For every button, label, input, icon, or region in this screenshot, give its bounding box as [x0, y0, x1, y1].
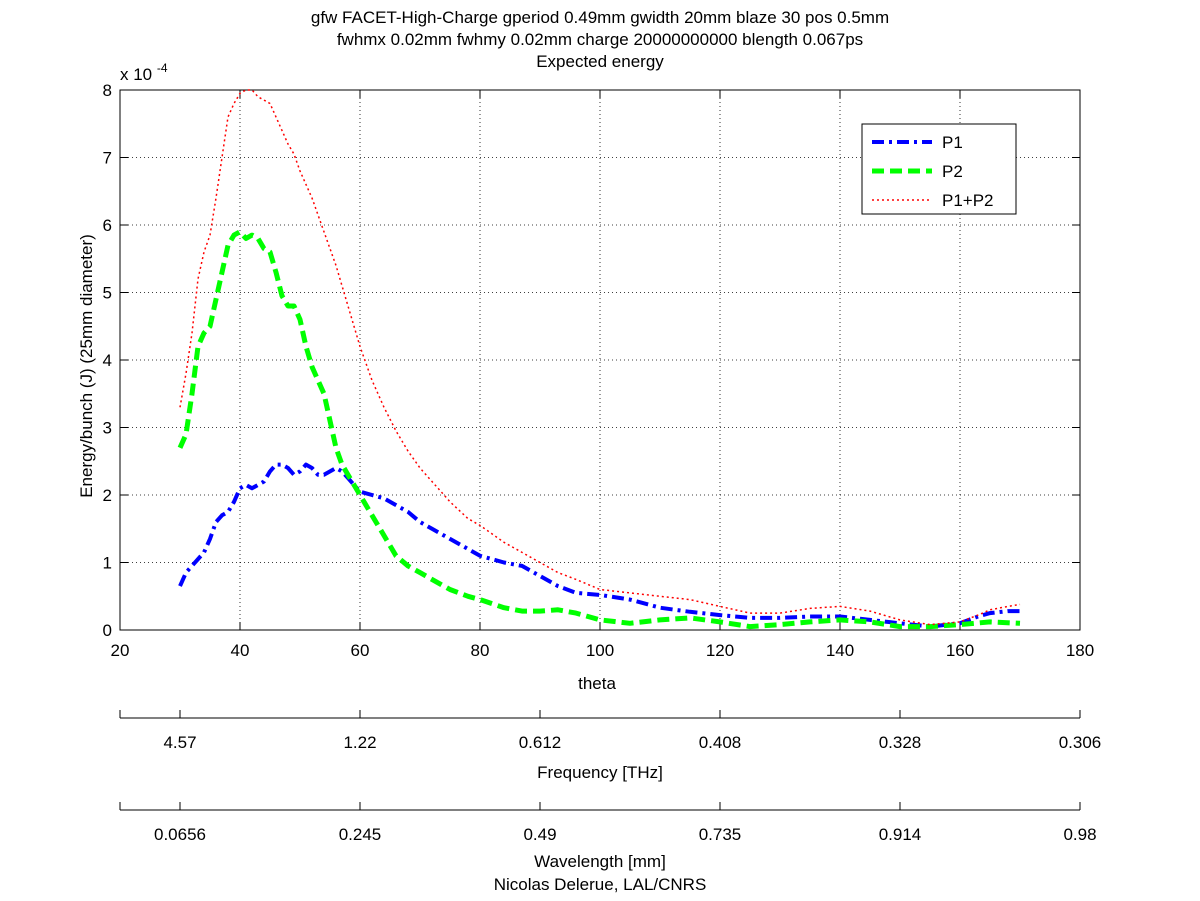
x-tick-label: 140 — [826, 641, 854, 660]
wavelength-axis-tick-label: 0.98 — [1063, 825, 1096, 844]
chart-title: gfw FACET-High-Charge gperiod 0.49mm gwi… — [311, 8, 889, 71]
x-axis: 20 40 60 80 100 120 140 160 180 — [111, 90, 1094, 660]
y-tick-label: 3 — [103, 419, 112, 438]
wavelength-axis-tick-label: 0.735 — [699, 825, 742, 844]
x-tick-label: 120 — [706, 641, 734, 660]
x-tick-label: 100 — [586, 641, 614, 660]
series-line-p1 — [178, 462, 1020, 629]
title-line: fwhmx 0.02mm fwhmy 0.02mm charge 2000000… — [337, 30, 863, 49]
y-tick-label: 1 — [103, 554, 112, 573]
title-line: Expected energy — [536, 52, 664, 71]
legend: P1 P2 P1+P2 — [861, 123, 1017, 215]
wavelength-axis-label: Wavelength [mm] — [534, 852, 666, 871]
series-line-p1-p2 — [179, 89, 1021, 626]
wavelength-axis-tick-label: 0.914 — [879, 825, 922, 844]
y-tick-label: 5 — [103, 284, 112, 303]
title-line: gfw FACET-High-Charge gperiod 0.49mm gwi… — [311, 8, 889, 27]
y-multiplier-exponent: -4 — [157, 61, 168, 75]
legend-box — [861, 123, 1017, 215]
wavelength-axis-tick-label: 0.49 — [523, 825, 556, 844]
y-tick-label: 8 — [103, 81, 112, 100]
frequency-axis-tick-label: 0.328 — [879, 733, 922, 752]
x-tick-label: 160 — [946, 641, 974, 660]
wavelength-axis-tick-label: 0.245 — [339, 825, 382, 844]
x-axis-label: theta — [578, 674, 616, 693]
legend-label: P1 — [942, 133, 963, 152]
y-tick-label: 2 — [103, 486, 112, 505]
x-tick-label: 40 — [231, 641, 250, 660]
wavelength-axis: 0.0656 0.245 0.49 0.735 0.914 0.98 Wavelength … — [119, 802, 1097, 871]
frequency-axis-tick-label: 0.408 — [699, 733, 742, 752]
y-tick-label: 4 — [103, 351, 112, 370]
frequency-axis-tick-label: 0.612 — [519, 733, 562, 752]
wavelength-axis-tick-label: 0.0656 — [154, 825, 206, 844]
x-tick-label: 80 — [471, 641, 490, 660]
x-tick-label: 60 — [351, 641, 370, 660]
frequency-axis-tick-label: 1.22 — [343, 733, 376, 752]
frequency-axis-label: Frequency [THz] — [537, 763, 663, 782]
frequency-axis-tick-label: 4.57 — [163, 733, 196, 752]
y-multiplier-base: x 10 — [120, 65, 152, 84]
series-lines — [177, 89, 1021, 630]
y-axis-multiplier: x 10 -4 — [120, 61, 168, 84]
legend-label: P2 — [942, 162, 963, 181]
legend-label: P1+P2 — [942, 191, 994, 210]
frequency-axis-tick-label: 0.306 — [1059, 733, 1102, 752]
y-tick-label: 7 — [103, 149, 112, 168]
y-tick-label: 6 — [103, 216, 112, 235]
frequency-axis: 4.57 1.22 0.612 0.408 0.328 0.306 Frequency [T… — [119, 710, 1102, 782]
y-axis: 0 1 2 3 4 5 6 7 8 — [103, 81, 1080, 640]
series-line-p2 — [177, 229, 1021, 630]
x-tick-label: 20 — [111, 641, 130, 660]
x-tick-label: 180 — [1066, 641, 1094, 660]
y-axis-label: Energy/bunch (J) (25mm diameter) — [77, 234, 96, 498]
credit-text: Nicolas Delerue, LAL/CNRS — [494, 875, 707, 894]
y-tick-label: 0 — [103, 621, 112, 640]
